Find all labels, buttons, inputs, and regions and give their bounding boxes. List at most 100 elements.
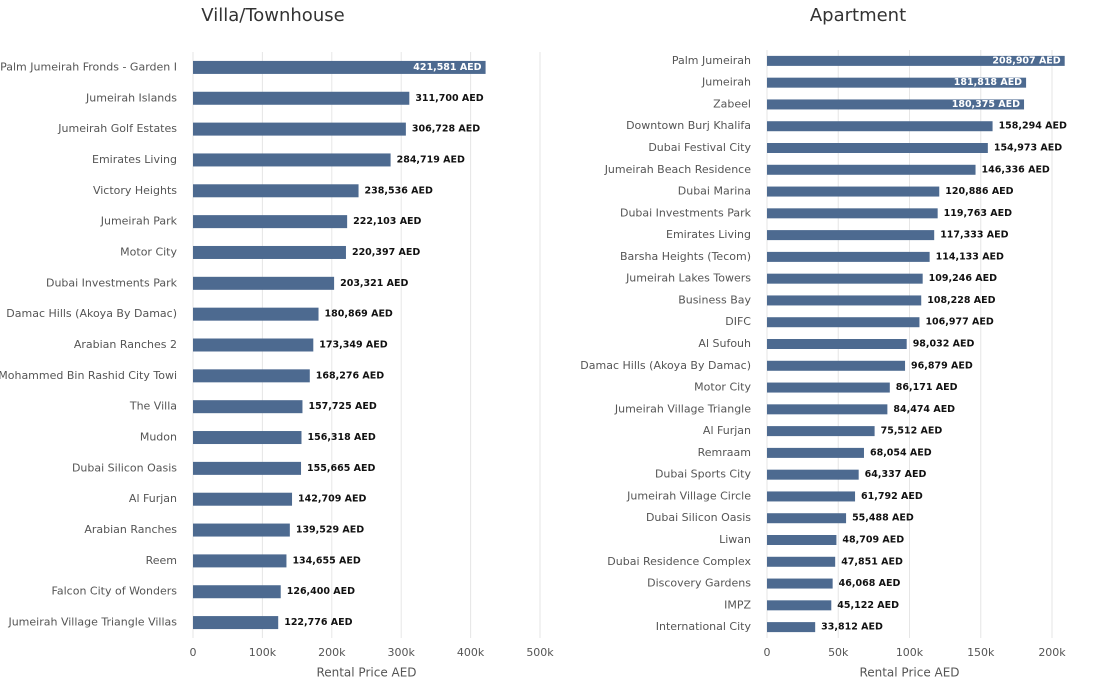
bar bbox=[767, 426, 875, 437]
category-label: Jumeirah Beach Residence bbox=[604, 163, 752, 176]
category-label: Arabian Ranches bbox=[84, 523, 177, 536]
value-label: 126,400 AED bbox=[287, 586, 355, 597]
value-label: 55,488 AED bbox=[852, 513, 914, 524]
category-label: Dubai Investments Park bbox=[46, 276, 178, 289]
bar bbox=[767, 578, 833, 589]
category-label: Palm Jumeirah Fronds - Garden I bbox=[0, 60, 177, 73]
value-label: 109,246 AED bbox=[929, 273, 997, 284]
bar bbox=[767, 55, 1065, 66]
value-label: 96,879 AED bbox=[911, 360, 973, 371]
category-label: Jumeirah Village Triangle Villas bbox=[7, 616, 177, 629]
x-tick-label: 500k bbox=[526, 646, 554, 659]
bar bbox=[767, 186, 940, 197]
category-label: Motor City bbox=[694, 381, 751, 394]
category-label: Damac Hills (Akoya By Damac) bbox=[6, 307, 177, 320]
category-label: Jumeirah Park bbox=[100, 215, 178, 228]
x-tick-label: 0 bbox=[764, 646, 771, 659]
value-label: 157,725 AED bbox=[308, 401, 376, 412]
value-label: 119,763 AED bbox=[944, 208, 1012, 219]
x-tick-label: 0 bbox=[190, 646, 197, 659]
category-label: Barsha Heights (Tecom) bbox=[620, 250, 751, 263]
bar bbox=[767, 447, 864, 458]
bar bbox=[767, 556, 836, 567]
bar bbox=[193, 431, 302, 445]
category-label: Falcon City of Wonders bbox=[52, 585, 178, 598]
value-label: 168,276 AED bbox=[316, 370, 384, 381]
category-label: Dubai Silicon Oasis bbox=[72, 461, 177, 474]
bar bbox=[193, 307, 319, 321]
category-label: Damac Hills (Akoya By Damac) bbox=[580, 359, 751, 372]
x-tick-label: 100k bbox=[896, 646, 924, 659]
value-label: 45,122 AED bbox=[837, 600, 899, 611]
category-label: Dubai Festival City bbox=[648, 141, 751, 154]
bar bbox=[193, 523, 290, 537]
value-label: 61,792 AED bbox=[861, 491, 923, 502]
bar bbox=[767, 143, 988, 153]
value-label: 114,133 AED bbox=[936, 251, 1004, 262]
value-label: 222,103 AED bbox=[353, 216, 421, 227]
category-label: Palm Jumeirah bbox=[672, 54, 751, 67]
bar bbox=[767, 513, 847, 524]
bar bbox=[767, 469, 859, 480]
bar bbox=[767, 77, 1027, 88]
category-label: Remraam bbox=[698, 446, 751, 459]
value-label: 86,171 AED bbox=[896, 382, 958, 393]
category-label: Arabian Ranches 2 bbox=[74, 338, 177, 351]
bar bbox=[193, 400, 303, 414]
value-label: 117,333 AED bbox=[940, 230, 1008, 241]
bar bbox=[767, 317, 920, 328]
category-label: Mudon bbox=[140, 431, 177, 444]
bar bbox=[767, 295, 922, 306]
value-label: 98,032 AED bbox=[913, 339, 975, 350]
bar bbox=[767, 251, 930, 262]
category-label: DIFC bbox=[725, 315, 751, 328]
category-label: Business Bay bbox=[678, 293, 751, 306]
category-label: Jumeirah Village Triangle bbox=[614, 402, 751, 415]
category-label: IMPZ bbox=[724, 598, 751, 611]
category-label: Discovery Gardens bbox=[647, 577, 751, 590]
category-label: Jumeirah Lakes Towers bbox=[625, 272, 751, 285]
category-label: Al Sufouh bbox=[698, 337, 751, 350]
value-label: 120,886 AED bbox=[945, 186, 1013, 197]
x-tick-label: 100k bbox=[249, 646, 277, 659]
category-label: Downtown Burj Khalifa bbox=[626, 119, 751, 132]
category-label: Dubai Silicon Oasis bbox=[646, 511, 751, 524]
value-label: 208,907 AED bbox=[992, 55, 1060, 66]
value-label: 180,375 AED bbox=[952, 99, 1020, 110]
value-label: 75,512 AED bbox=[881, 426, 943, 437]
value-label: 122,776 AED bbox=[284, 617, 352, 628]
bar bbox=[193, 616, 279, 630]
value-label: 311,700 AED bbox=[415, 93, 483, 104]
category-label: Jumeirah Golf Estates bbox=[57, 122, 177, 135]
bar bbox=[193, 276, 335, 290]
bar bbox=[767, 273, 923, 284]
value-label: 47,851 AED bbox=[841, 556, 903, 567]
x-tick-label: 150k bbox=[967, 646, 995, 659]
category-label: Reem bbox=[146, 554, 177, 567]
value-label: 180,869 AED bbox=[325, 309, 393, 320]
x-tick-label: 50k bbox=[828, 646, 849, 659]
bar bbox=[193, 60, 486, 74]
bar bbox=[193, 461, 302, 475]
category-label: Al Furjan bbox=[129, 492, 177, 505]
category-label: Dubai Sports City bbox=[655, 468, 752, 481]
category-label: Jumeirah bbox=[701, 76, 751, 89]
bar bbox=[767, 622, 816, 633]
value-label: 64,337 AED bbox=[865, 469, 927, 480]
value-label: 48,709 AED bbox=[842, 535, 904, 546]
bar bbox=[193, 245, 346, 259]
x-tick-label: 200k bbox=[1038, 646, 1066, 659]
category-label: Dubai Residence Complex bbox=[607, 555, 751, 568]
value-label: 33,812 AED bbox=[821, 622, 883, 633]
value-label: 106,977 AED bbox=[925, 317, 993, 328]
value-label: 173,349 AED bbox=[319, 340, 387, 351]
bar bbox=[767, 99, 1025, 110]
bar bbox=[193, 554, 287, 568]
bar bbox=[767, 339, 907, 349]
value-label: 84,474 AED bbox=[893, 404, 955, 415]
value-label: 158,294 AED bbox=[999, 121, 1067, 132]
category-label: International City bbox=[656, 620, 752, 633]
x-tick-label: 400k bbox=[457, 646, 485, 659]
